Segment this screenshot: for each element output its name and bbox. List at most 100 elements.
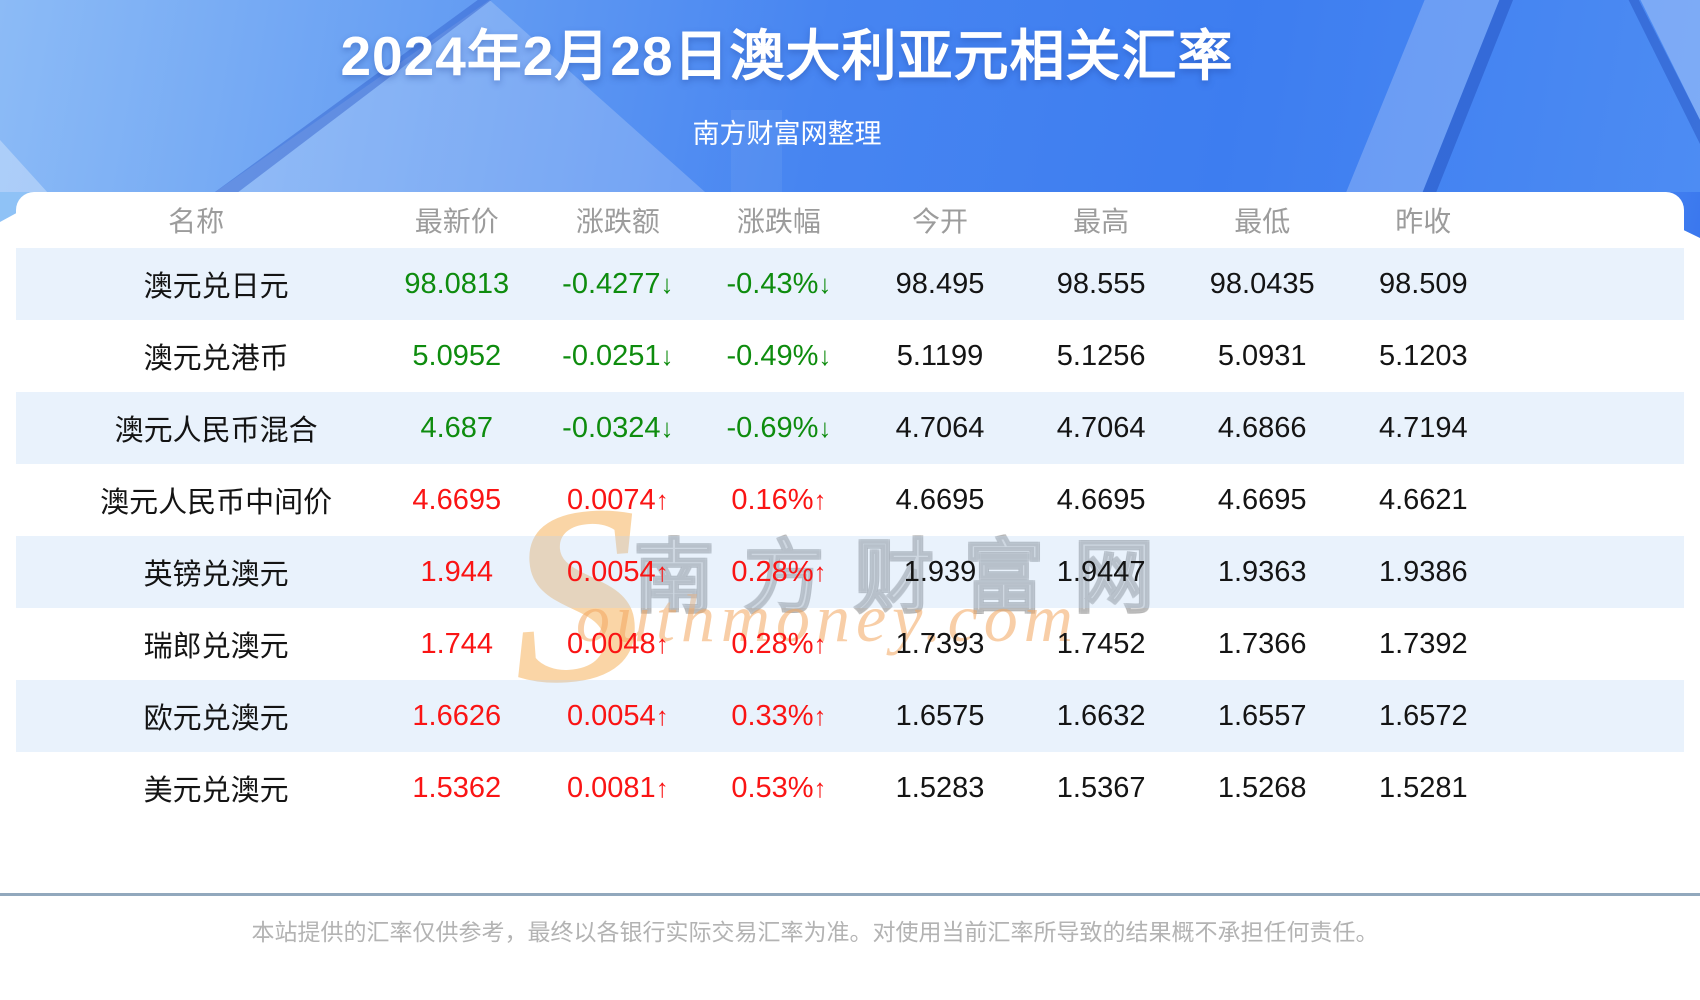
cell-change-amount: -0.0251↓ [562, 339, 674, 372]
cell-last-price: 1.744 [420, 627, 494, 660]
cell-open: 4.6695 [895, 483, 985, 516]
cell-low: 4.6866 [1217, 411, 1307, 444]
cell-last-price: 5.0952 [412, 339, 502, 372]
cell-change-percent: 0.53%↑ [731, 771, 827, 804]
cell-change-amount: 0.0074↑ [566, 483, 669, 516]
cell-name: 澳元兑港币 [143, 343, 289, 375]
table-row: 澳元人民币中间价 4.6695 0.0074↑ 0.16%↑ 4.6695 4.6695 4… [16, 464, 1684, 536]
up-arrow-icon: ↑ [813, 628, 827, 659]
column-header-7: 昨收 [1395, 206, 1452, 237]
page-title: 2024年2月28日澳大利亚元相关汇率 [340, 25, 1234, 87]
banner-text-block: 2024年2月28日澳大利亚元相关汇率 南方财富网整理 [0, 0, 1700, 151]
up-arrow-icon: ↑ [813, 700, 827, 731]
cell-change-percent: -0.69%↓ [726, 411, 832, 444]
cell-prev-close: 1.9386 [1378, 555, 1468, 588]
cell-last-price: 1.944 [420, 555, 494, 588]
cell-last-price: 4.687 [420, 411, 494, 444]
cell-change-percent: 0.16%↑ [731, 483, 827, 516]
cell-last-price: 1.5362 [412, 771, 502, 804]
column-header-2: 涨跌额 [575, 206, 660, 237]
cell-low: 5.0931 [1217, 339, 1307, 372]
rates-table: 名称 最新价 涨跌额 涨跌幅 今开 最高 最低 昨收 澳元兑日元 98.0813 -0.4277↓… [16, 192, 1684, 824]
cell-open: 5.1199 [896, 339, 984, 372]
cell-prev-close: 1.6572 [1378, 699, 1468, 732]
cell-prev-close: 1.5281 [1378, 771, 1468, 804]
cell-high: 98.555 [1056, 267, 1146, 300]
cell-name: 澳元兑日元 [143, 271, 289, 303]
column-header-3: 涨跌幅 [736, 206, 821, 237]
cell-filler [1504, 680, 1684, 752]
cell-change-percent: 0.28%↑ [731, 555, 827, 588]
cell-open: 1.7393 [895, 627, 985, 660]
cell-high: 4.7064 [1056, 411, 1146, 444]
column-header-4: 今开 [912, 206, 969, 237]
cell-high: 1.5367 [1056, 771, 1146, 804]
cell-low: 1.5268 [1217, 771, 1307, 804]
cell-high: 1.6632 [1056, 699, 1146, 732]
banner-faint-bar-shape [731, 110, 782, 200]
down-arrow-icon: ↓ [818, 340, 832, 371]
down-arrow-icon: ↓ [660, 412, 674, 443]
cell-name: 瑞郎兑澳元 [143, 631, 289, 663]
down-arrow-icon: ↓ [818, 268, 832, 299]
up-arrow-icon: ↑ [655, 772, 669, 803]
column-header-1: 最新价 [414, 206, 499, 237]
cell-name: 澳元人民币混合 [114, 415, 318, 447]
column-header-filler [1504, 192, 1684, 248]
table-row: 澳元人民币混合 4.687 -0.0324↓ -0.69%↓ 4.7064 4.7064 4… [16, 392, 1684, 464]
up-arrow-icon: ↑ [813, 772, 827, 803]
cell-name: 欧元兑澳元 [143, 703, 289, 735]
cell-high: 4.6695 [1056, 483, 1146, 516]
cell-high: 1.7452 [1056, 627, 1146, 660]
table-row: 瑞郎兑澳元 1.744 0.0048↑ 0.28%↑ 1.7393 1.7452 1.736… [16, 608, 1684, 680]
cell-last-price: 1.6626 [412, 699, 502, 732]
up-arrow-icon: ↑ [655, 628, 669, 659]
cell-change-percent: -0.43%↓ [726, 267, 832, 300]
cell-last-price: 98.0813 [404, 267, 510, 300]
table-header-row: 名称 最新价 涨跌额 涨跌幅 今开 最高 最低 昨收 [16, 192, 1684, 248]
up-arrow-icon: ↑ [655, 556, 669, 587]
cell-filler [1504, 608, 1684, 680]
cell-filler [1504, 320, 1684, 392]
page-subtitle: 南方财富网整理 [692, 118, 882, 149]
table-body: 澳元兑日元 98.0813 -0.4277↓ -0.43%↓ 98.495 98.555 9… [16, 248, 1684, 824]
cell-high: 5.1256 [1056, 339, 1146, 372]
table-row: 英镑兑澳元 1.944 0.0054↑ 0.28%↑ 1.939 1.9447 1.9363… [16, 536, 1684, 608]
cell-prev-close: 4.7194 [1378, 411, 1468, 444]
column-header-6: 最低 [1234, 206, 1291, 237]
cell-low: 98.0435 [1209, 267, 1315, 300]
cell-open: 1.6575 [895, 699, 985, 732]
cell-open: 1.5283 [895, 771, 985, 804]
cell-prev-close: 4.6621 [1378, 483, 1468, 516]
cell-change-amount: 0.0081↑ [566, 771, 669, 804]
up-arrow-icon: ↑ [813, 484, 827, 515]
cell-name: 美元兑澳元 [143, 775, 289, 807]
cell-change-amount: -0.4277↓ [562, 267, 674, 300]
table-row: 欧元兑澳元 1.6626 0.0054↑ 0.33%↑ 1.6575 1.6632 1.65… [16, 680, 1684, 752]
cell-high: 1.9447 [1056, 555, 1146, 588]
table-row: 澳元兑日元 98.0813 -0.4277↓ -0.43%↓ 98.495 98.555 9… [16, 248, 1684, 320]
cell-prev-close: 98.509 [1378, 267, 1468, 300]
up-arrow-icon: ↑ [655, 700, 669, 731]
cell-low: 1.6557 [1217, 699, 1307, 732]
cell-open: 1.939 [903, 555, 977, 588]
cell-open: 98.495 [895, 267, 985, 300]
table-row: 美元兑澳元 1.5362 0.0081↑ 0.53%↑ 1.5283 1.5367 1.52… [16, 752, 1684, 824]
header-banner: 2024年2月28日澳大利亚元相关汇率 南方财富网整理 [0, 0, 1700, 200]
cell-name: 澳元人民币中间价 [100, 487, 333, 519]
cell-change-amount: 0.0048↑ [566, 627, 669, 660]
cell-open: 4.7064 [895, 411, 985, 444]
footer-divider [0, 893, 1700, 896]
up-arrow-icon: ↑ [655, 484, 669, 515]
cell-change-percent: 0.33%↑ [731, 699, 827, 732]
cell-filler [1504, 248, 1684, 320]
table-row: 澳元兑港币 5.0952 -0.0251↓ -0.49%↓ 5.1199 5.1256 5.… [16, 320, 1684, 392]
cell-change-amount: 0.0054↑ [566, 555, 669, 588]
cell-change-percent: -0.49%↓ [726, 339, 832, 372]
cell-filler [1504, 752, 1684, 824]
cell-low: 4.6695 [1217, 483, 1307, 516]
cell-change-percent: 0.28%↑ [731, 627, 827, 660]
cell-change-amount: 0.0054↑ [566, 699, 669, 732]
cell-last-price: 4.6695 [412, 483, 502, 516]
cell-prev-close: 5.1203 [1378, 339, 1468, 372]
